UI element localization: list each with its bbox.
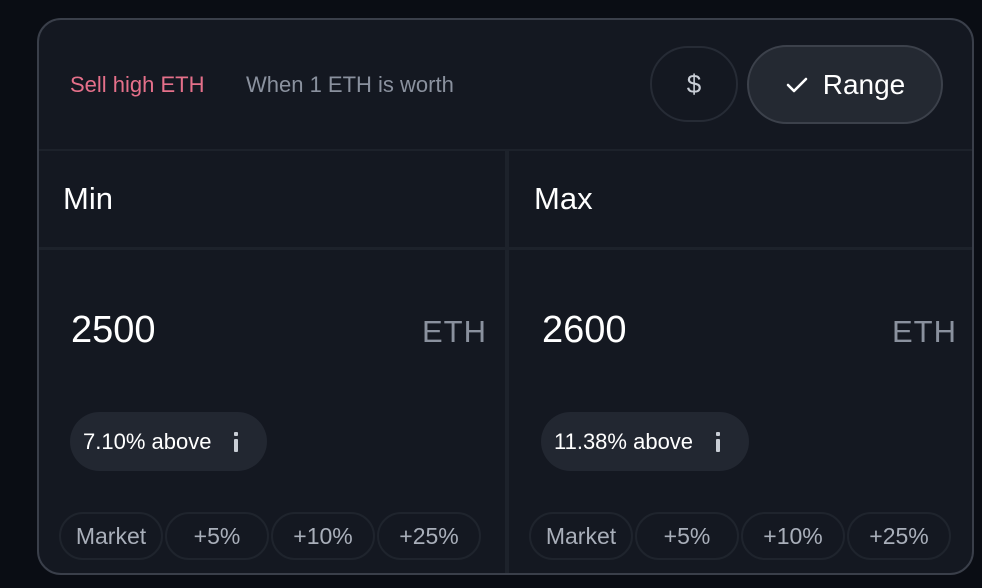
max-percent-badge[interactable]: 11.38% above bbox=[541, 412, 750, 471]
min-price-unit: ETH bbox=[422, 314, 487, 349]
check-icon bbox=[785, 73, 809, 97]
min-percent-badge[interactable]: 7.10% above bbox=[70, 412, 268, 471]
max-price-input[interactable]: 2600 bbox=[542, 309, 627, 351]
max-title: Max bbox=[534, 181, 593, 216]
currency-toggle-button[interactable]: $ bbox=[650, 46, 738, 122]
range-button-label: Range bbox=[822, 68, 906, 100]
info-icon[interactable] bbox=[233, 431, 239, 452]
header-divider bbox=[39, 149, 972, 151]
max-price-unit: ETH bbox=[892, 314, 957, 349]
max-column: Max 2600 ETH 11.38% above Market +5% +10… bbox=[509, 151, 972, 573]
min-plus25-button[interactable]: +25% bbox=[377, 512, 481, 560]
limit-order-card: Sell high ETH When 1 ETH is worth $ Rang… bbox=[37, 18, 974, 575]
info-icon[interactable] bbox=[715, 431, 721, 452]
max-plus10-button[interactable]: +10% bbox=[741, 512, 845, 560]
min-title: Min bbox=[63, 181, 113, 216]
max-percent-label: 11.38% above bbox=[554, 428, 694, 454]
max-plus25-button[interactable]: +25% bbox=[847, 512, 951, 560]
max-market-button[interactable]: Market bbox=[529, 512, 633, 560]
card-header: Sell high ETH When 1 ETH is worth $ Rang… bbox=[39, 20, 972, 150]
min-percent-label: 7.10% above bbox=[83, 428, 212, 454]
min-plus10-button[interactable]: +10% bbox=[271, 512, 375, 560]
max-quick-select: Market +5% +10% +25% bbox=[529, 512, 951, 560]
min-column: Min 2500 ETH 7.10% above Market +5% +10%… bbox=[39, 151, 505, 573]
max-plus5-button[interactable]: +5% bbox=[635, 512, 739, 560]
column-divider bbox=[505, 151, 509, 573]
min-price-input[interactable]: 2500 bbox=[71, 309, 156, 351]
currency-button-label: $ bbox=[686, 68, 702, 99]
worth-label: When 1 ETH is worth bbox=[246, 72, 454, 97]
min-market-button[interactable]: Market bbox=[59, 512, 163, 560]
min-plus5-button[interactable]: +5% bbox=[165, 512, 269, 560]
range-toggle-button[interactable]: Range bbox=[747, 45, 943, 124]
sell-high-label: Sell high ETH bbox=[70, 72, 205, 97]
min-quick-select: Market +5% +10% +25% bbox=[59, 512, 481, 560]
